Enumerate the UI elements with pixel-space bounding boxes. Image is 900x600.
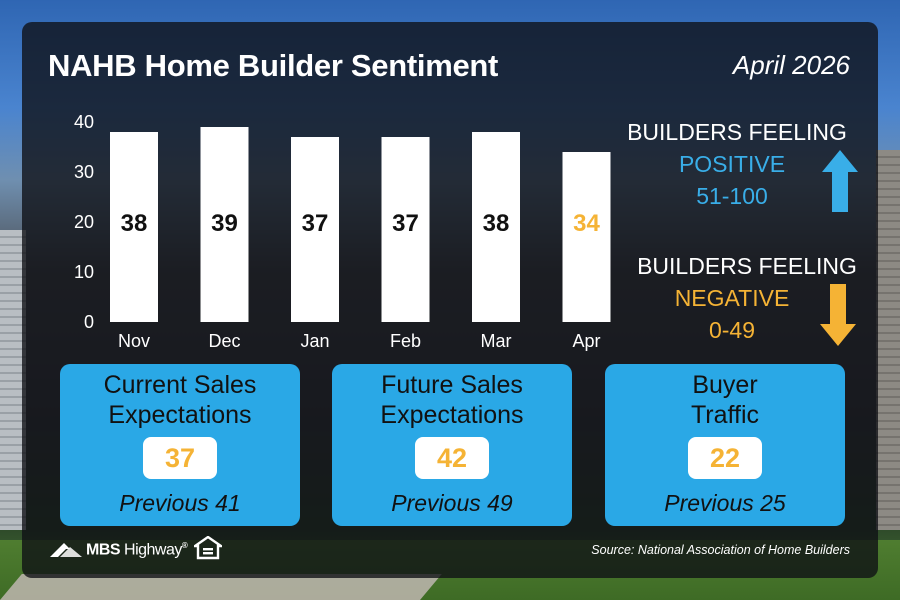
mbs-highway-logo: MBS Highway®: [50, 539, 188, 561]
legend-negative-label: NEGATIVE: [674, 285, 790, 311]
card-previous: Previous 25: [664, 490, 786, 516]
x-tick-label: Dec: [208, 331, 240, 351]
y-tick-label: 10: [74, 262, 94, 282]
report-date: April 2026: [732, 50, 850, 80]
bar-value-label: 39: [211, 210, 238, 237]
legend-negative-range: 0-49: [708, 317, 756, 343]
bar-value-label: 37: [392, 210, 419, 237]
background-house-left: [0, 230, 26, 530]
equal-housing-opportunity-icon: [194, 536, 222, 560]
legend-positive-label: POSITIVE: [678, 151, 786, 177]
bar-dec: [200, 127, 249, 322]
x-tick-label: Jan: [300, 331, 329, 351]
y-tick-label: 40: [74, 112, 94, 132]
bar-value-label: 34: [573, 210, 600, 237]
x-tick-label: Apr: [572, 331, 600, 351]
mbs-highway-logo-icon: [50, 543, 82, 557]
page-title: NAHB Home Builder Sentiment: [48, 48, 499, 83]
card-title: Future Sales Expectations: [332, 370, 572, 430]
card-value: 42: [415, 437, 489, 479]
card-title-line: Traffic: [690, 401, 760, 429]
logo-text: MBS Highway®: [86, 540, 188, 559]
logo-registered-mark: ®: [181, 540, 188, 550]
y-tick-label: 0: [84, 312, 94, 332]
y-tick-label: 30: [74, 162, 94, 182]
card-previous: Previous 41: [119, 490, 241, 516]
card-value: 22: [688, 437, 762, 479]
chart-svg: 0 10 20 30 40 38 Nov 39 Dec 37 Jan 37 Feb 38 Mar 34 Apr: [74, 112, 611, 351]
card-title-line: Expectations: [380, 401, 524, 429]
arrow-down-icon: [820, 284, 856, 346]
card-title: Buyer Traffic: [605, 370, 845, 430]
card-previous: Previous 49: [391, 490, 513, 516]
logo-text-bold: MBS: [86, 541, 121, 559]
y-tick-label: 20: [74, 212, 94, 232]
bar-feb: [381, 137, 430, 322]
x-tick-label: Mar: [481, 331, 512, 351]
bar-jan: [291, 137, 339, 322]
legend-positive-heading: BUILDERS FEELING: [627, 119, 847, 145]
x-tick-label: Feb: [390, 331, 421, 351]
card-title: Current Sales Expectations: [60, 370, 300, 430]
card-buyer-traffic: Buyer Traffic 22 Previous 25: [605, 364, 845, 526]
bar-apr: [562, 152, 611, 322]
card-value: 37: [143, 437, 217, 479]
legend-positive-range: 51-100: [696, 183, 768, 209]
card-title-line: Expectations: [108, 401, 252, 429]
legend-negative-heading: BUILDERS FEELING: [637, 253, 857, 279]
x-tick-label: Nov: [118, 331, 150, 351]
arrow-up-icon: [822, 150, 858, 212]
card-future-sales: Future Sales Expectations 42 Previous 49: [332, 364, 572, 526]
bar-mar: [472, 132, 520, 322]
card-title-line: Future Sales: [381, 371, 523, 399]
bar-value-label: 38: [483, 210, 510, 237]
background-house-right: [876, 150, 900, 530]
card-title-line: Buyer: [692, 371, 758, 399]
bar-value-label: 38: [121, 210, 148, 237]
sentiment-bar-chart: 0 10 20 30 40 38 Nov 39 Dec 37 Jan 37 Feb 38 Mar 34 Apr: [40, 110, 611, 351]
bar-value-label: 37: [302, 210, 329, 237]
bar-nov: [110, 132, 158, 322]
logo-text-light: Highway: [120, 541, 182, 559]
infographic-panel: NAHB Home Builder Sentiment April 2026 0…: [22, 22, 878, 578]
sentiment-legend: BUILDERS FEELING POSITIVE 51-100 BUILDER…: [612, 116, 862, 356]
card-title-line: Current Sales: [103, 371, 257, 399]
card-current-sales: Current Sales Expectations 37 Previous 4…: [60, 364, 300, 526]
source-note: Source: National Association of Home Bui…: [591, 543, 850, 557]
